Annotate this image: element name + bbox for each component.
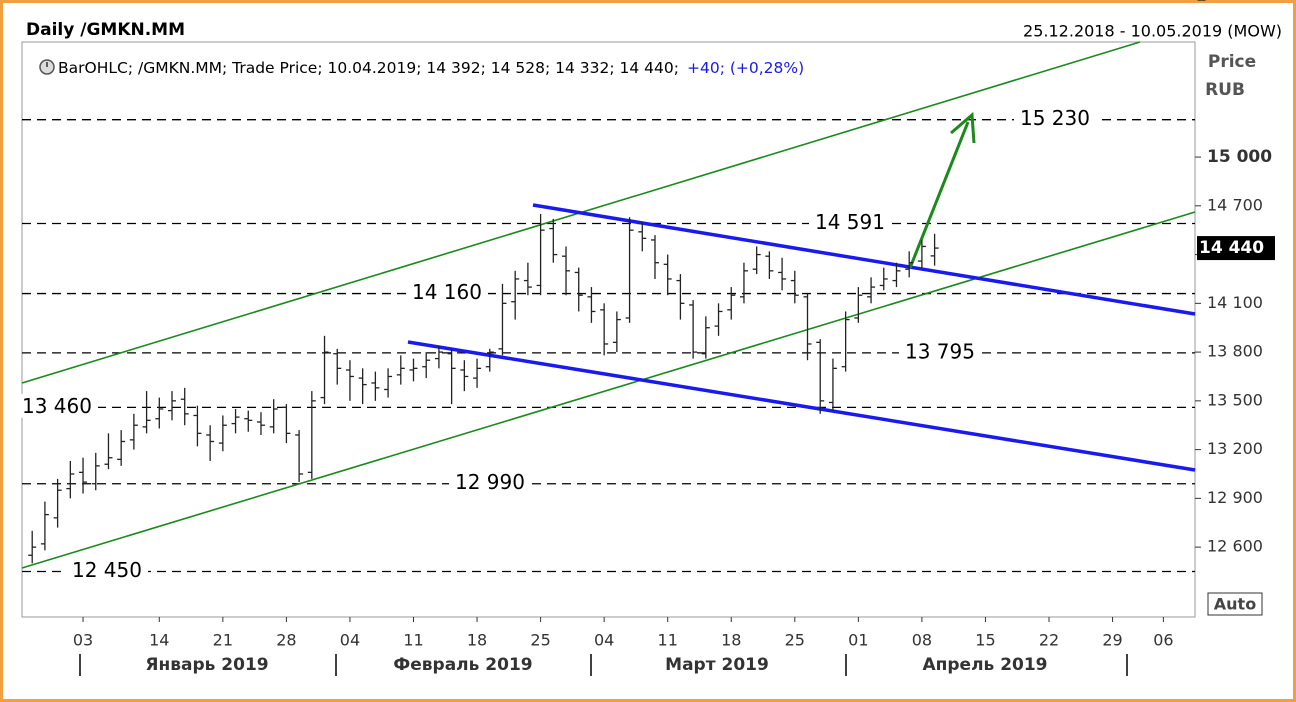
x-tick-label: 06 [1153, 631, 1173, 650]
y-tick-label: 14 100 [1207, 293, 1263, 312]
y-tick-label: 15 000 [1207, 147, 1272, 167]
legend-text: BarOHLC; /GMKN.MM; Trade Price; 10.04.20… [58, 59, 804, 77]
y-axis-unit: RUB [1205, 80, 1245, 100]
x-tick-label: 04 [594, 631, 614, 650]
y-axis-label: Price [1208, 52, 1256, 72]
x-tick-label: 18 [467, 631, 487, 650]
x-tick-label: 22 [1039, 631, 1059, 650]
last-price-label: 14 440 [1199, 238, 1264, 258]
month-label: Март 2019 [665, 655, 769, 675]
auto-button-label[interactable]: Auto [1214, 595, 1256, 614]
level-label: 13 460 [22, 394, 92, 418]
level-label: 14 591 [815, 210, 885, 234]
x-tick-label: 14 [149, 631, 169, 650]
month-separators [79, 654, 1128, 676]
legend: BarOHLC; /GMKN.MM; Trade Price; 10.04.20… [39, 59, 804, 77]
level-label-bg [899, 339, 981, 364]
level-label: 13 795 [905, 339, 975, 363]
y-tick-label: 13 500 [1207, 390, 1263, 409]
x-tick-label: 18 [721, 631, 741, 650]
x-tick-label: 15 [975, 631, 995, 650]
y-tick-label: 12 600 [1207, 537, 1263, 556]
target-arrow [908, 121, 970, 269]
level-label: 15 230 [1020, 106, 1090, 130]
level-label-bg [449, 470, 531, 495]
month-label: Январь 2019 [145, 655, 268, 675]
level-label: 12 450 [72, 558, 142, 582]
chart-title: Daily /GMKN.MM [26, 20, 185, 40]
x-tick-label: 11 [403, 631, 423, 650]
x-tick-label: 08 [912, 631, 932, 650]
level-label: 12 990 [455, 470, 525, 494]
y-tick-label: 13 200 [1207, 439, 1263, 458]
x-tick-label: 25 [530, 631, 550, 650]
level-label-bg [406, 280, 488, 305]
plot-layer [21, 0, 1206, 573]
x-tick-label: 11 [658, 631, 678, 650]
month-label: Апрель 2019 [922, 655, 1047, 675]
y-tick-label: 12 900 [1207, 488, 1263, 507]
legend-main: BarOHLC; /GMKN.MM; Trade Price; 10.04.20… [58, 59, 679, 77]
x-tick-label: 03 [73, 631, 93, 650]
trend-upper [532, 203, 1196, 316]
channel-lower [21, 211, 1196, 569]
target-arrow-head [950, 111, 976, 144]
level-label-bg [809, 210, 891, 235]
legend-change: +40; (+0,28%) [687, 59, 804, 77]
y-tick-label: 13 800 [1207, 342, 1263, 361]
axis-panel [1195, 42, 1293, 617]
month-label: Февраль 2019 [393, 655, 532, 675]
level-label-bg [16, 393, 98, 418]
level-label: 14 160 [412, 280, 482, 304]
level-label-bg [66, 557, 148, 582]
x-tick-label: 04 [340, 631, 360, 650]
last-price-box [1197, 236, 1275, 261]
date-range: 25.12.2018 - 10.05.2019 (MOW) [1023, 22, 1282, 41]
level-label-bg [1014, 106, 1096, 131]
x-tick-label: 01 [848, 631, 868, 650]
x-tick-label: 29 [1102, 631, 1122, 650]
plot-area [21, 41, 1196, 618]
x-tick-label: 28 [276, 631, 296, 650]
x-tick-label: 21 [213, 631, 233, 650]
x-tick-label: 25 [785, 631, 805, 650]
auto-button[interactable] [1207, 592, 1263, 616]
y-tick-label: 14 700 [1207, 195, 1263, 214]
trend-lower [407, 340, 1196, 472]
